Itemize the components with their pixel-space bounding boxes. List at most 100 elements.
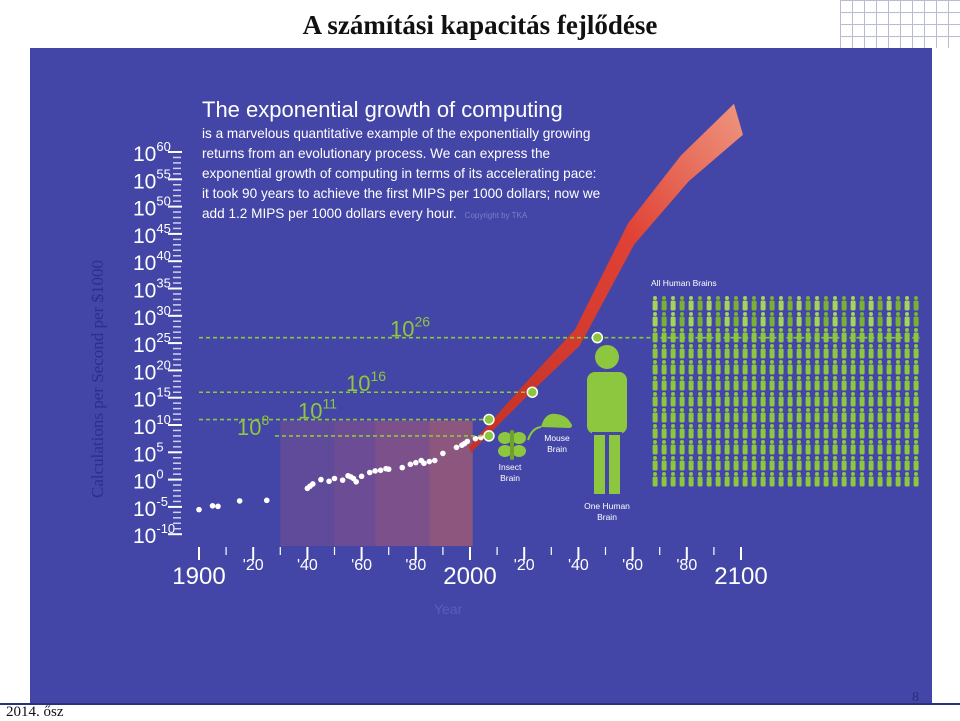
crowd-person-body <box>904 364 910 375</box>
crowd-person-head <box>761 472 765 476</box>
crowd-person-body <box>742 476 748 487</box>
crowd-person-head <box>905 360 909 364</box>
crowd-person-body <box>697 300 703 311</box>
crowd-person-head <box>824 456 828 460</box>
crowd-person-body <box>913 460 919 471</box>
crowd-icon <box>652 296 919 487</box>
crowd-person-head <box>788 392 792 396</box>
crowd-person-body <box>661 412 667 423</box>
crowd-person-body <box>769 412 775 423</box>
crowd-person-body <box>751 444 757 455</box>
crowd-person-head <box>761 376 765 380</box>
crowd-person-body <box>697 428 703 439</box>
crowd-person-head <box>851 376 855 380</box>
crowd-person-body <box>877 348 883 359</box>
crowd-person-head <box>896 456 900 460</box>
crowd-person-head <box>851 344 855 348</box>
y-tick-label: 1030 <box>133 303 171 330</box>
crowd-person-body <box>805 316 811 327</box>
crowd-person-head <box>806 328 810 332</box>
crowd-person-body <box>895 444 901 455</box>
crowd-person-head <box>662 472 666 476</box>
crowd-person-body <box>679 396 685 407</box>
crowd-person-head <box>815 344 819 348</box>
crowd-person-head <box>770 392 774 396</box>
crowd-person-body <box>751 412 757 423</box>
human-waist <box>592 432 622 435</box>
crowd-person-body <box>715 476 721 487</box>
crowd-person-head <box>851 312 855 316</box>
crowd-person-body <box>742 364 748 375</box>
crowd-person-head <box>788 376 792 380</box>
crowd-person-body <box>733 444 739 455</box>
crowd-person-body <box>895 316 901 327</box>
crowd-person-body <box>805 428 811 439</box>
crowd-person-body <box>895 476 901 487</box>
crowd-person-head <box>833 472 837 476</box>
crowd-person-body <box>787 444 793 455</box>
crowd-person-head <box>752 376 756 380</box>
crowd-person-body <box>796 380 802 391</box>
crowd-person-body <box>895 460 901 471</box>
crowd-person-body <box>877 316 883 327</box>
crowd-person-body <box>706 396 712 407</box>
crowd-person-head <box>869 344 873 348</box>
crowd-person-head <box>878 296 882 300</box>
crowd-person-head <box>734 360 738 364</box>
crowd-person-body <box>886 380 892 391</box>
crowd-person-head <box>734 328 738 332</box>
crowd-person-head <box>833 296 837 300</box>
crowd-person-head <box>860 472 864 476</box>
crowd-person-head <box>797 424 801 428</box>
crowd-person-body <box>652 316 658 327</box>
crowd-person-head <box>878 344 882 348</box>
crowd-person-head <box>698 440 702 444</box>
crowd-person-head <box>860 440 864 444</box>
projection-curve <box>469 103 743 453</box>
crowd-person-body <box>733 332 739 343</box>
crowd-person-head <box>914 440 918 444</box>
crowd-person-body <box>688 332 694 343</box>
crowd-person-body <box>769 332 775 343</box>
crowd-person-body <box>868 364 874 375</box>
crowd-person-body <box>742 380 748 391</box>
crowd-person-head <box>707 344 711 348</box>
crowd-person-head <box>788 312 792 316</box>
crowd-person-head <box>653 328 657 332</box>
crowd-person-head <box>707 440 711 444</box>
era-band-2 <box>375 420 430 546</box>
crowd-person-body <box>895 348 901 359</box>
crowd-person-head <box>707 328 711 332</box>
crowd-person-body <box>733 348 739 359</box>
crowd-person-body <box>805 300 811 311</box>
crowd-person-head <box>743 312 747 316</box>
crowd-person-head <box>752 312 756 316</box>
crowd-person-head <box>815 328 819 332</box>
crowd-person-body <box>850 476 856 487</box>
crowd-person-head <box>869 440 873 444</box>
crowd-person-body <box>724 412 730 423</box>
crowd-person-body <box>706 300 712 311</box>
crowd-person-body <box>652 300 658 311</box>
crowd-person-head <box>743 376 747 380</box>
crowd-person-body <box>670 460 676 471</box>
crowd-person-body <box>751 460 757 471</box>
y-tick-label: 100 <box>133 467 164 494</box>
crowd-person-head <box>887 440 891 444</box>
crowd-person-head <box>896 472 900 476</box>
crowd-person-head <box>770 456 774 460</box>
crowd-person-body <box>859 444 865 455</box>
crowd-person-head <box>707 408 711 412</box>
crowd-person-head <box>689 440 693 444</box>
crowd-person-head <box>680 344 684 348</box>
crowd-person-head <box>905 440 909 444</box>
crowd-person-head <box>662 360 666 364</box>
crowd-person-body <box>724 428 730 439</box>
crowd-person-head <box>671 392 675 396</box>
crowd-person-head <box>851 456 855 460</box>
crowd-person-head <box>689 360 693 364</box>
crowd-person-head <box>905 472 909 476</box>
slide-title: A számítási kapacitás fejlődése <box>302 10 658 40</box>
x-tick-label: 2100 <box>714 563 767 590</box>
crowd-person-body <box>670 348 676 359</box>
